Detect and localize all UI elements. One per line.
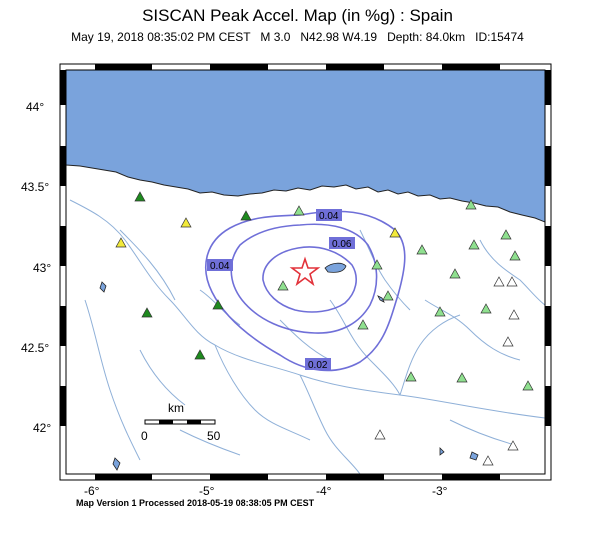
station-triangle-icon[interactable] [371,259,383,270]
lon-label: -5° [199,484,215,498]
contour-labels: 0.04 0.06 0.04 0.02 [207,209,355,371]
station-triangle-icon[interactable] [482,455,494,466]
station-triangle-icon[interactable] [389,227,401,238]
map-subtitle: May 19, 2018 08:35:02 PM CEST M 3.0 N42.… [71,30,524,44]
map-frame [59,63,552,481]
station-triangle-icon[interactable] [357,319,369,330]
seismic-stations [115,191,534,466]
contour-label-bg [207,259,233,271]
station-triangle-icon[interactable] [134,191,146,202]
scale-bar: km 0 50 [141,401,221,443]
station-triangle-icon[interactable] [509,250,521,261]
contour-label-bg [305,358,331,370]
station-triangle-icon[interactable] [449,268,461,279]
reservoirs [99,262,479,471]
station-triangle-icon[interactable] [416,244,428,255]
station-triangle-icon[interactable] [508,309,520,320]
station-triangle-icon[interactable] [405,371,417,382]
station-triangle-icon[interactable] [293,205,305,216]
station-triangle-icon[interactable] [493,276,505,287]
lat-label: 42° [33,421,51,435]
station-triangle-icon[interactable] [506,276,518,287]
station-triangle-icon[interactable] [240,210,252,221]
station-triangle-icon[interactable] [465,199,477,210]
contour-label-bg [329,237,355,249]
contour-label: 0.04 [210,261,230,272]
lon-label: -4° [316,484,332,498]
station-triangle-icon[interactable] [502,336,514,347]
map-title: SISCAN Peak Accel. Map (in %g) : Spain [142,6,453,25]
scale-start: 0 [141,429,148,443]
sea-area [66,70,545,223]
station-triangle-icon[interactable] [374,429,386,440]
contour-label-bg [316,209,342,221]
station-triangle-icon[interactable] [456,372,468,383]
station-triangle-icon[interactable] [194,349,206,360]
contour-label: 0.06 [332,239,352,250]
station-triangle-icon[interactable] [468,239,480,250]
station-triangle-icon[interactable] [277,280,289,291]
station-triangle-icon[interactable] [507,440,519,451]
station-triangle-icon[interactable] [115,237,127,248]
station-triangle-icon[interactable] [434,306,446,317]
epicenter-star-icon[interactable] [289,256,321,287]
lat-label: 44° [26,100,44,114]
station-triangle-icon[interactable] [212,299,224,310]
station-triangle-icon[interactable] [480,303,492,314]
contour-label: 0.02 [308,360,328,371]
lon-label: -3° [432,484,448,498]
lat-label: 43.5° [21,180,49,194]
lon-label: -6° [84,484,100,498]
scale-end: 50 [207,429,221,443]
contour-label: 0.04 [319,211,339,222]
station-triangle-icon[interactable] [180,217,192,228]
station-triangle-icon[interactable] [141,307,153,318]
lat-label: 43° [33,261,51,275]
lat-label: 42.5° [21,341,49,355]
longitude-labels: -6° -5° -4° -3° [84,484,448,498]
station-triangle-icon[interactable] [522,380,534,391]
station-triangle-icon[interactable] [382,290,394,301]
station-triangle-icon[interactable] [500,229,512,240]
scale-unit: km [168,401,184,415]
latitude-labels: 44° 43.5° 43° 42.5° 42° [21,100,51,435]
rivers [69,199,545,474]
map-footer: Map Version 1 Processed 2018-05-19 08:38… [76,498,315,508]
